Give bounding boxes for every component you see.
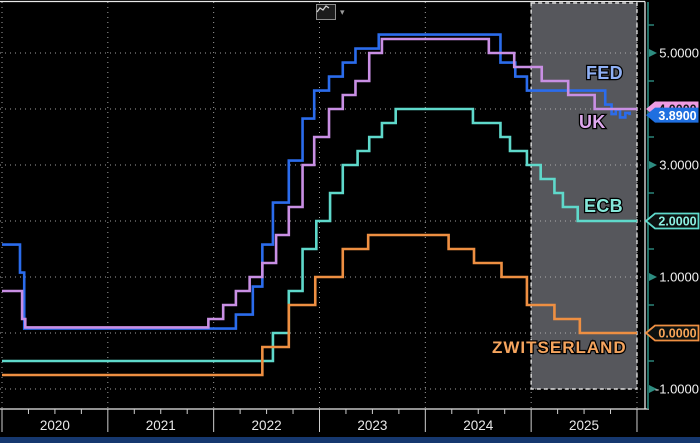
x-axis-year-label: 2025	[569, 418, 599, 433]
last-value-tag-zwitserland: 0.0000	[644, 324, 700, 342]
last-value-text: 2.0000	[658, 215, 696, 229]
x-axis-year-label: 2021	[146, 418, 176, 433]
y-axis-tick-arrow	[649, 273, 657, 281]
x-axis-year-label: 2022	[252, 418, 282, 433]
forecast-region	[530, 2, 638, 390]
caret-down-icon[interactable]: ▾	[340, 6, 345, 17]
series-line-ecb	[2, 107, 637, 363]
y-axis-tick-arrow	[649, 385, 657, 393]
series-line-fed	[2, 33, 631, 330]
x-axis-year-label: 2023	[357, 418, 387, 433]
last-value-tag-ecb: 2.0000	[644, 212, 700, 230]
chart-toolbar: ▾	[316, 4, 345, 20]
series-line-zwitserland	[2, 233, 637, 377]
series-label-fed: FED	[586, 63, 623, 83]
y-axis-tick-arrow	[649, 49, 657, 57]
y-axis-tick-label: 5.0000	[659, 46, 699, 61]
series-label-uk: UK	[579, 112, 606, 132]
series-label-zwitserland: ZWITSERLAND	[492, 338, 627, 357]
series-label-ecb: ECB	[584, 196, 623, 216]
y-axis-tick-label: 1.0000	[659, 270, 699, 285]
chart-type-button[interactable]	[316, 4, 336, 20]
last-value-text: 3.8900	[658, 109, 696, 123]
line-chart-icon	[316, 5, 330, 13]
series-line-uk	[2, 37, 637, 329]
last-value-text: 0.0000	[658, 327, 696, 341]
x-axis-year-label: 2020	[40, 418, 70, 433]
bottom-bar	[0, 437, 700, 443]
y-axis-tick-label: 3.0000	[659, 158, 699, 173]
y-axis-tick-arrow	[649, 161, 657, 169]
x-axis	[1, 409, 638, 432]
last-value-tag-fed: 3.8900	[646, 107, 699, 123]
x-axis-year-label: 2024	[463, 418, 494, 433]
y-axis-tick-label: -1.0000	[655, 382, 699, 397]
y-axis: 5.0000 3.0000 1.0000 -1.0000	[647, 2, 699, 409]
